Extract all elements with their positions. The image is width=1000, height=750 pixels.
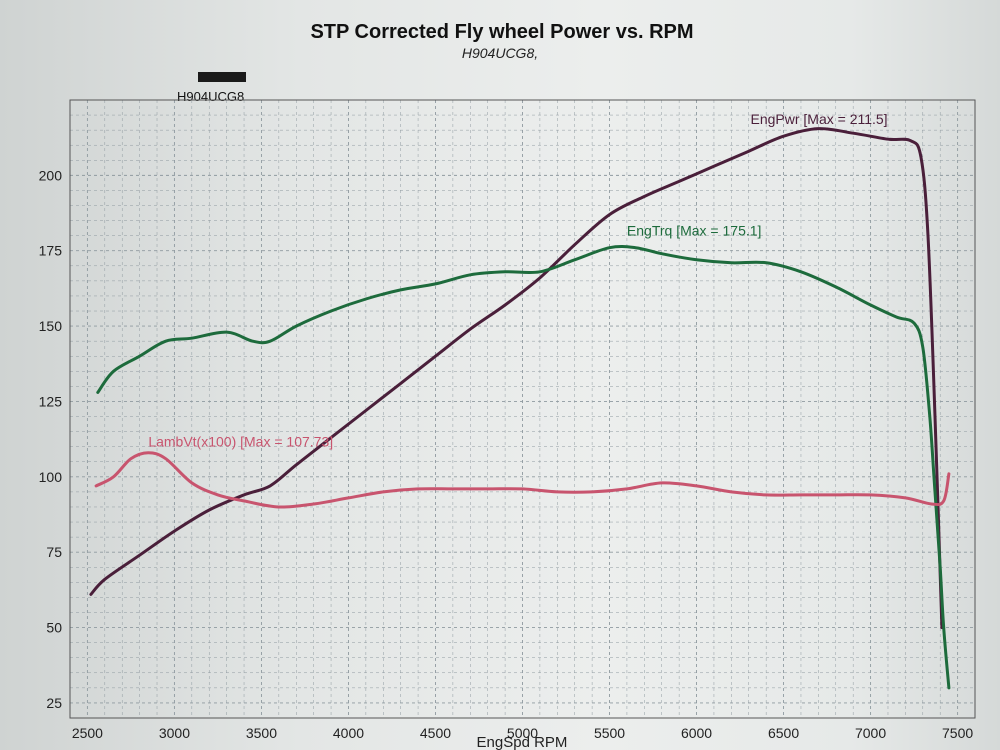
series-line-engpwr xyxy=(89,127,944,630)
y-tick-label: 175 xyxy=(39,243,63,259)
x-tick-label: 2500 xyxy=(72,725,103,741)
chart-subtitle: H904UCG8, xyxy=(462,45,538,61)
y-tick-label: 150 xyxy=(39,318,63,334)
legend-swatch xyxy=(198,72,246,82)
series-layer xyxy=(89,127,951,690)
series-label-lambvt: LambVt(x100) [Max = 107.73] xyxy=(148,434,333,450)
x-tick-label: 6500 xyxy=(768,725,799,741)
y-tick-label: 50 xyxy=(46,620,62,636)
x-tick-label: 3500 xyxy=(246,725,277,741)
series-label-engpwr: EngPwr [Max = 211.5] xyxy=(750,111,887,127)
legend-entry: H904UCG8 xyxy=(177,89,244,104)
plot-frame xyxy=(69,99,976,719)
tick-label-layer: 2500 3000 3500 4000 4500 5000 5500 6000 6500 7000… xyxy=(39,167,974,741)
x-tick-label: 4500 xyxy=(420,725,451,741)
y-tick-label: 125 xyxy=(39,393,63,409)
axis-layer xyxy=(69,99,976,719)
grid-layer xyxy=(70,99,976,718)
x-axis-label: EngSpd RPM xyxy=(477,734,568,750)
y-tick-label: 75 xyxy=(46,544,62,560)
x-tick-label: 7000 xyxy=(855,725,886,741)
x-tick-label: 6000 xyxy=(681,725,712,741)
x-tick-label: 5000 xyxy=(507,725,538,741)
y-tick-label: 100 xyxy=(39,469,63,485)
series-line-lambvt xyxy=(94,451,951,509)
series-label-engtrq: EngTrq [Max = 175.1] xyxy=(627,223,762,239)
x-tick-label: 3000 xyxy=(159,725,190,741)
chart-title: STP Corrected Fly wheel Power vs. RPM xyxy=(310,21,693,43)
y-tick-label: 200 xyxy=(39,167,63,183)
y-tick-label: 25 xyxy=(46,695,62,711)
x-tick-label: 7500 xyxy=(942,725,973,741)
series-label-layer: EngPwr [Max = 211.5] EngTrq [Max = 175.1]… xyxy=(148,111,887,450)
series-line-engtrq xyxy=(96,245,951,690)
x-tick-label: 5500 xyxy=(594,725,625,741)
x-tick-label: 4000 xyxy=(333,725,364,741)
